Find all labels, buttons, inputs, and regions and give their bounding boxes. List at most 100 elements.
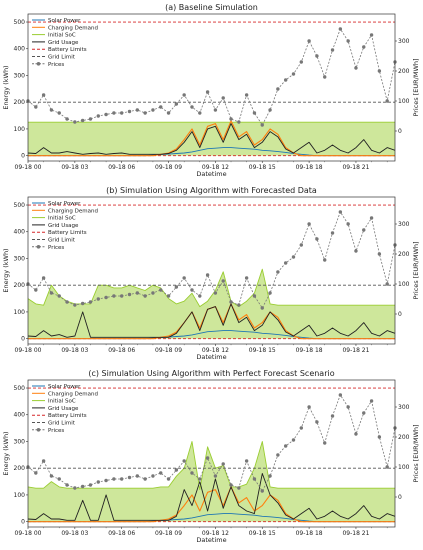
y-right-tick-label: 100 — [398, 464, 410, 471]
x-tick-label: 09-18 06 — [108, 164, 135, 171]
x-axis-label: Datetime — [196, 353, 226, 361]
price-point — [385, 282, 389, 286]
price-point — [182, 276, 186, 280]
x-axis-label: Datetime — [196, 170, 226, 178]
price-point — [299, 243, 303, 247]
legend-entry: Solar Power — [48, 384, 81, 390]
price-point — [135, 474, 140, 478]
price-point — [354, 249, 358, 253]
soc-area — [28, 122, 395, 156]
chart-panel-0: (a) Baseline Simulation 0 100 200 300 400 500 0… — [2, 3, 420, 178]
price-point — [252, 111, 257, 115]
x-tick-label: 09-18 03 — [61, 347, 88, 354]
y-right-tick-label: 200 — [398, 434, 410, 441]
price-point — [346, 222, 350, 226]
price-point — [80, 301, 85, 306]
y-tick-label: 500 — [14, 19, 26, 26]
price-point — [49, 108, 54, 112]
price-point — [221, 96, 225, 100]
price-point — [237, 303, 241, 307]
price-point — [112, 111, 116, 115]
price-point — [104, 112, 108, 117]
price-point — [49, 474, 54, 478]
y-right-tick-label: 0 — [398, 311, 402, 318]
x-tick-label: 09-18 06 — [108, 530, 135, 537]
price-point — [198, 111, 202, 115]
price-point — [151, 474, 155, 478]
price-point — [291, 255, 296, 259]
price-point — [213, 108, 218, 112]
y-tick-label: 400 — [14, 412, 26, 419]
price-point — [237, 120, 241, 124]
x-tick-label: 09-18 09 — [155, 164, 182, 171]
y-tick-label: 300 — [14, 255, 26, 262]
chart-panel-2: (c) Simulation Using Algorithm with Perf… — [2, 369, 420, 544]
grid-usage-line — [27, 473, 396, 521]
price-point — [268, 291, 272, 295]
x-tick-label: 09-18 03 — [61, 164, 88, 171]
price-point — [315, 54, 319, 58]
price-point — [159, 105, 163, 109]
price-point — [346, 39, 350, 43]
price-point — [315, 237, 319, 241]
y-right-tick-label: 200 — [398, 251, 410, 258]
legend-entry: Battery Limits — [48, 413, 87, 419]
price-point — [166, 111, 171, 115]
price-point — [80, 484, 85, 489]
price-point — [338, 210, 343, 214]
charging-demand-line — [28, 120, 395, 157]
y-tick-label: 400 — [14, 46, 26, 53]
price-point — [198, 294, 202, 298]
x-tick-label: 09-18 12 — [202, 530, 229, 537]
price-point — [159, 288, 163, 292]
legend-entry: Grid Limit — [48, 421, 76, 427]
y-axis-label: Energy (kWh) — [2, 65, 10, 109]
legend-entry: Solar Power — [48, 18, 81, 24]
price-point — [88, 483, 93, 487]
y-right-tick-label: 300 — [398, 38, 410, 45]
x-tick-label: 09-18 21 — [342, 347, 369, 354]
y-right-tick-label: 0 — [398, 494, 402, 501]
price-point — [127, 475, 132, 480]
legend-entry: Grid Usage — [48, 40, 79, 46]
price-point — [174, 285, 179, 289]
price-point — [120, 111, 124, 115]
legend-entry: Grid Limit — [48, 55, 76, 61]
price-point — [377, 252, 382, 256]
price-point — [135, 108, 140, 112]
price-point — [299, 426, 303, 430]
y-tick-label: 100 — [14, 309, 26, 316]
x-tick-label: 09-18 12 — [202, 347, 229, 354]
price-point — [377, 435, 382, 439]
price-point — [221, 279, 225, 283]
price-point — [198, 477, 202, 481]
price-point — [104, 295, 108, 300]
price-point — [330, 414, 335, 418]
x-tick-label: 09-18 18 — [296, 347, 323, 354]
price-point — [237, 486, 241, 490]
price-point — [34, 471, 38, 475]
y-tick-label: 0 — [21, 336, 25, 343]
legend-entry: Charging Demand — [48, 208, 98, 214]
price-point — [244, 93, 249, 97]
x-tick-label: 09-18 03 — [61, 530, 88, 537]
price-point — [377, 69, 382, 73]
x-tick-label: 09-18 00 — [15, 530, 42, 537]
x-tick-label: 09-18 09 — [155, 530, 182, 537]
price-point — [65, 300, 69, 304]
plot-frame — [27, 379, 396, 528]
price-point — [291, 72, 296, 76]
y-axis-label: Energy (kWh) — [2, 431, 10, 475]
soc-line — [27, 268, 395, 308]
price-point — [41, 459, 46, 463]
soc-area — [28, 441, 395, 522]
x-tick-label: 09-18 12 — [202, 164, 229, 171]
price-point — [276, 453, 280, 457]
price-point — [174, 102, 179, 106]
legend-marker — [36, 428, 41, 432]
price-point — [385, 465, 389, 469]
price-point — [330, 231, 335, 235]
x-tick-label: 09-18 15 — [249, 347, 276, 354]
